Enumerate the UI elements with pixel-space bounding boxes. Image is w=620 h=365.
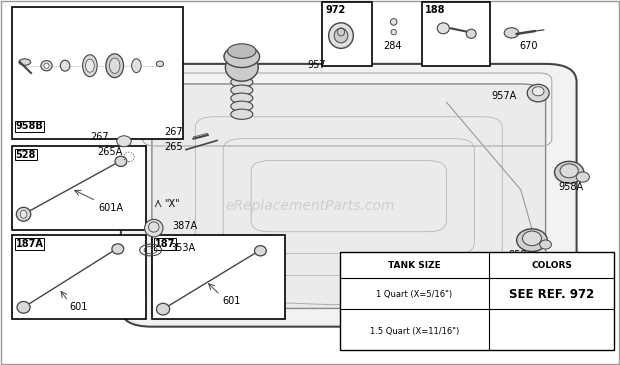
- Text: 267: 267: [164, 127, 183, 137]
- Ellipse shape: [44, 63, 49, 68]
- Text: 957A: 957A: [492, 91, 517, 101]
- Ellipse shape: [131, 59, 141, 73]
- Ellipse shape: [110, 58, 120, 73]
- Ellipse shape: [228, 44, 256, 58]
- Ellipse shape: [576, 172, 590, 182]
- Ellipse shape: [391, 30, 396, 35]
- Text: 1 Quart (X=5/16"): 1 Quart (X=5/16"): [376, 290, 453, 299]
- Bar: [12, 235, 146, 319]
- Ellipse shape: [117, 136, 131, 147]
- Text: 670: 670: [520, 41, 538, 51]
- Ellipse shape: [437, 23, 450, 34]
- Ellipse shape: [329, 23, 353, 49]
- Ellipse shape: [523, 231, 541, 246]
- Bar: [12, 7, 183, 139]
- Text: 353A: 353A: [170, 243, 196, 253]
- Ellipse shape: [112, 244, 124, 254]
- Ellipse shape: [527, 84, 549, 102]
- Ellipse shape: [19, 59, 30, 65]
- Text: 601: 601: [222, 296, 241, 306]
- Text: 957: 957: [308, 59, 326, 69]
- Text: 267: 267: [90, 132, 108, 142]
- Ellipse shape: [60, 60, 70, 71]
- FancyBboxPatch shape: [152, 84, 546, 308]
- Text: 601A: 601A: [98, 203, 123, 212]
- Ellipse shape: [504, 28, 519, 38]
- Ellipse shape: [231, 101, 253, 111]
- Ellipse shape: [540, 240, 551, 249]
- Ellipse shape: [106, 54, 123, 78]
- Ellipse shape: [554, 161, 584, 183]
- Ellipse shape: [144, 219, 163, 237]
- Ellipse shape: [156, 303, 170, 315]
- Bar: [322, 2, 372, 66]
- Ellipse shape: [17, 301, 30, 313]
- Text: eReplacementParts.com: eReplacementParts.com: [225, 199, 395, 213]
- Ellipse shape: [516, 229, 547, 251]
- Ellipse shape: [231, 109, 253, 119]
- Bar: [422, 2, 490, 66]
- Bar: [12, 146, 146, 230]
- Ellipse shape: [156, 61, 164, 66]
- Ellipse shape: [226, 54, 258, 81]
- Ellipse shape: [82, 55, 97, 77]
- Text: 958: 958: [508, 250, 527, 260]
- Ellipse shape: [41, 61, 52, 71]
- Ellipse shape: [115, 156, 127, 166]
- Text: 187A: 187A: [16, 239, 43, 249]
- Text: 1.5 Quart (X=11/16"): 1.5 Quart (X=11/16"): [370, 327, 459, 336]
- Ellipse shape: [560, 164, 578, 178]
- Ellipse shape: [466, 29, 476, 38]
- Text: 187: 187: [155, 239, 175, 249]
- Text: 387A: 387A: [172, 221, 198, 231]
- Text: COLORS: COLORS: [531, 261, 572, 270]
- Ellipse shape: [16, 207, 31, 221]
- Text: 284: 284: [383, 41, 402, 51]
- Ellipse shape: [231, 93, 253, 103]
- Text: 601: 601: [69, 302, 88, 312]
- Text: 958B: 958B: [16, 122, 43, 131]
- Ellipse shape: [224, 46, 260, 68]
- Bar: [152, 235, 285, 319]
- Text: 188: 188: [425, 5, 445, 15]
- Text: 528: 528: [16, 150, 36, 160]
- Ellipse shape: [254, 246, 267, 256]
- Ellipse shape: [86, 59, 94, 72]
- Ellipse shape: [20, 210, 27, 218]
- Text: TANK SIZE: TANK SIZE: [388, 261, 441, 270]
- Text: 958A: 958A: [558, 182, 583, 192]
- Text: "X": "X": [164, 199, 180, 209]
- Ellipse shape: [231, 77, 253, 87]
- Ellipse shape: [533, 87, 544, 96]
- Ellipse shape: [334, 28, 348, 43]
- FancyBboxPatch shape: [121, 64, 577, 327]
- Text: 265: 265: [164, 142, 183, 151]
- Text: SEE REF. 972: SEE REF. 972: [509, 288, 594, 301]
- Text: 972: 972: [326, 5, 346, 15]
- Ellipse shape: [391, 19, 397, 25]
- Text: 265A: 265A: [97, 147, 123, 157]
- Bar: [340, 252, 614, 350]
- Ellipse shape: [231, 85, 253, 95]
